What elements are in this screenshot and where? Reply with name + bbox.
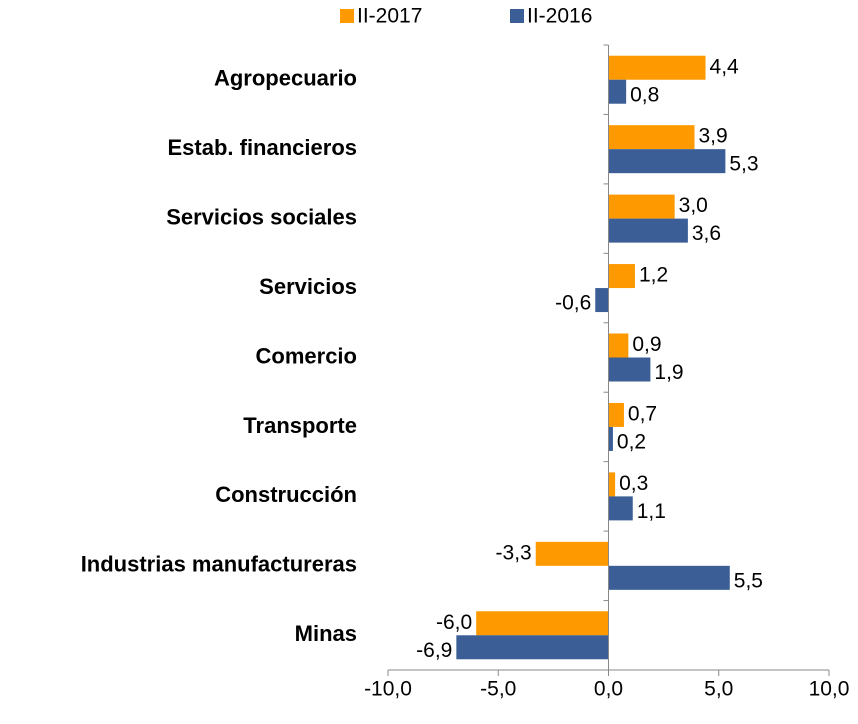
x-tick-label: 5,0 — [704, 678, 733, 701]
bar — [535, 541, 609, 566]
bar — [456, 635, 609, 660]
x-tick-label: -10,0 — [364, 678, 412, 701]
value-label: 5,5 — [734, 569, 763, 592]
x-tick-label: 10,0 — [809, 678, 850, 701]
value-label: 0,8 — [630, 83, 659, 106]
value-label: -6,9 — [416, 639, 452, 662]
value-label: 3,6 — [692, 222, 721, 245]
bar — [608, 149, 726, 174]
x-tick-label: 0,0 — [594, 678, 623, 701]
value-label: -6,0 — [436, 611, 472, 634]
bar — [608, 472, 616, 497]
legend-label: II-2016 — [527, 5, 592, 28]
bar — [608, 264, 635, 289]
category-label: Construcción — [215, 482, 357, 507]
category-label: Estab. financieros — [167, 135, 357, 160]
bar — [608, 565, 730, 590]
category-label: Minas — [295, 621, 357, 646]
bar — [608, 426, 613, 451]
bar — [608, 125, 695, 150]
value-label: 3,0 — [679, 194, 708, 217]
legend-swatch — [510, 9, 524, 23]
value-label: 0,2 — [617, 430, 646, 453]
value-label: 0,9 — [632, 333, 661, 356]
bar — [608, 79, 627, 104]
value-label: 1,1 — [637, 500, 666, 523]
legend-swatch — [340, 9, 354, 23]
value-label: -3,3 — [496, 541, 532, 564]
category-label: Transporte — [243, 413, 357, 438]
value-label: 3,9 — [698, 125, 727, 148]
category-label: Servicios sociales — [166, 204, 357, 229]
category-label: Industrias manufactureras — [81, 552, 357, 577]
value-label: 0,7 — [628, 402, 657, 425]
category-label: Servicios — [259, 274, 357, 299]
bar — [608, 496, 633, 521]
value-label: -0,6 — [555, 292, 591, 315]
bar — [608, 402, 624, 427]
bar — [608, 333, 629, 358]
value-label: 0,3 — [619, 472, 648, 495]
bar — [476, 611, 609, 636]
bar — [608, 55, 706, 80]
legend-label: II-2017 — [357, 5, 422, 28]
value-label: 1,2 — [639, 264, 668, 287]
bar — [608, 357, 651, 382]
x-tick-label: -5,0 — [480, 678, 516, 701]
category-label: Comercio — [256, 343, 357, 368]
value-label: 4,4 — [710, 55, 740, 78]
bar — [608, 194, 675, 219]
bar — [595, 288, 609, 313]
value-label: 5,3 — [729, 153, 758, 176]
category-label: Agropecuario — [214, 66, 357, 91]
bar — [608, 218, 688, 243]
value-label: 1,9 — [654, 361, 683, 384]
